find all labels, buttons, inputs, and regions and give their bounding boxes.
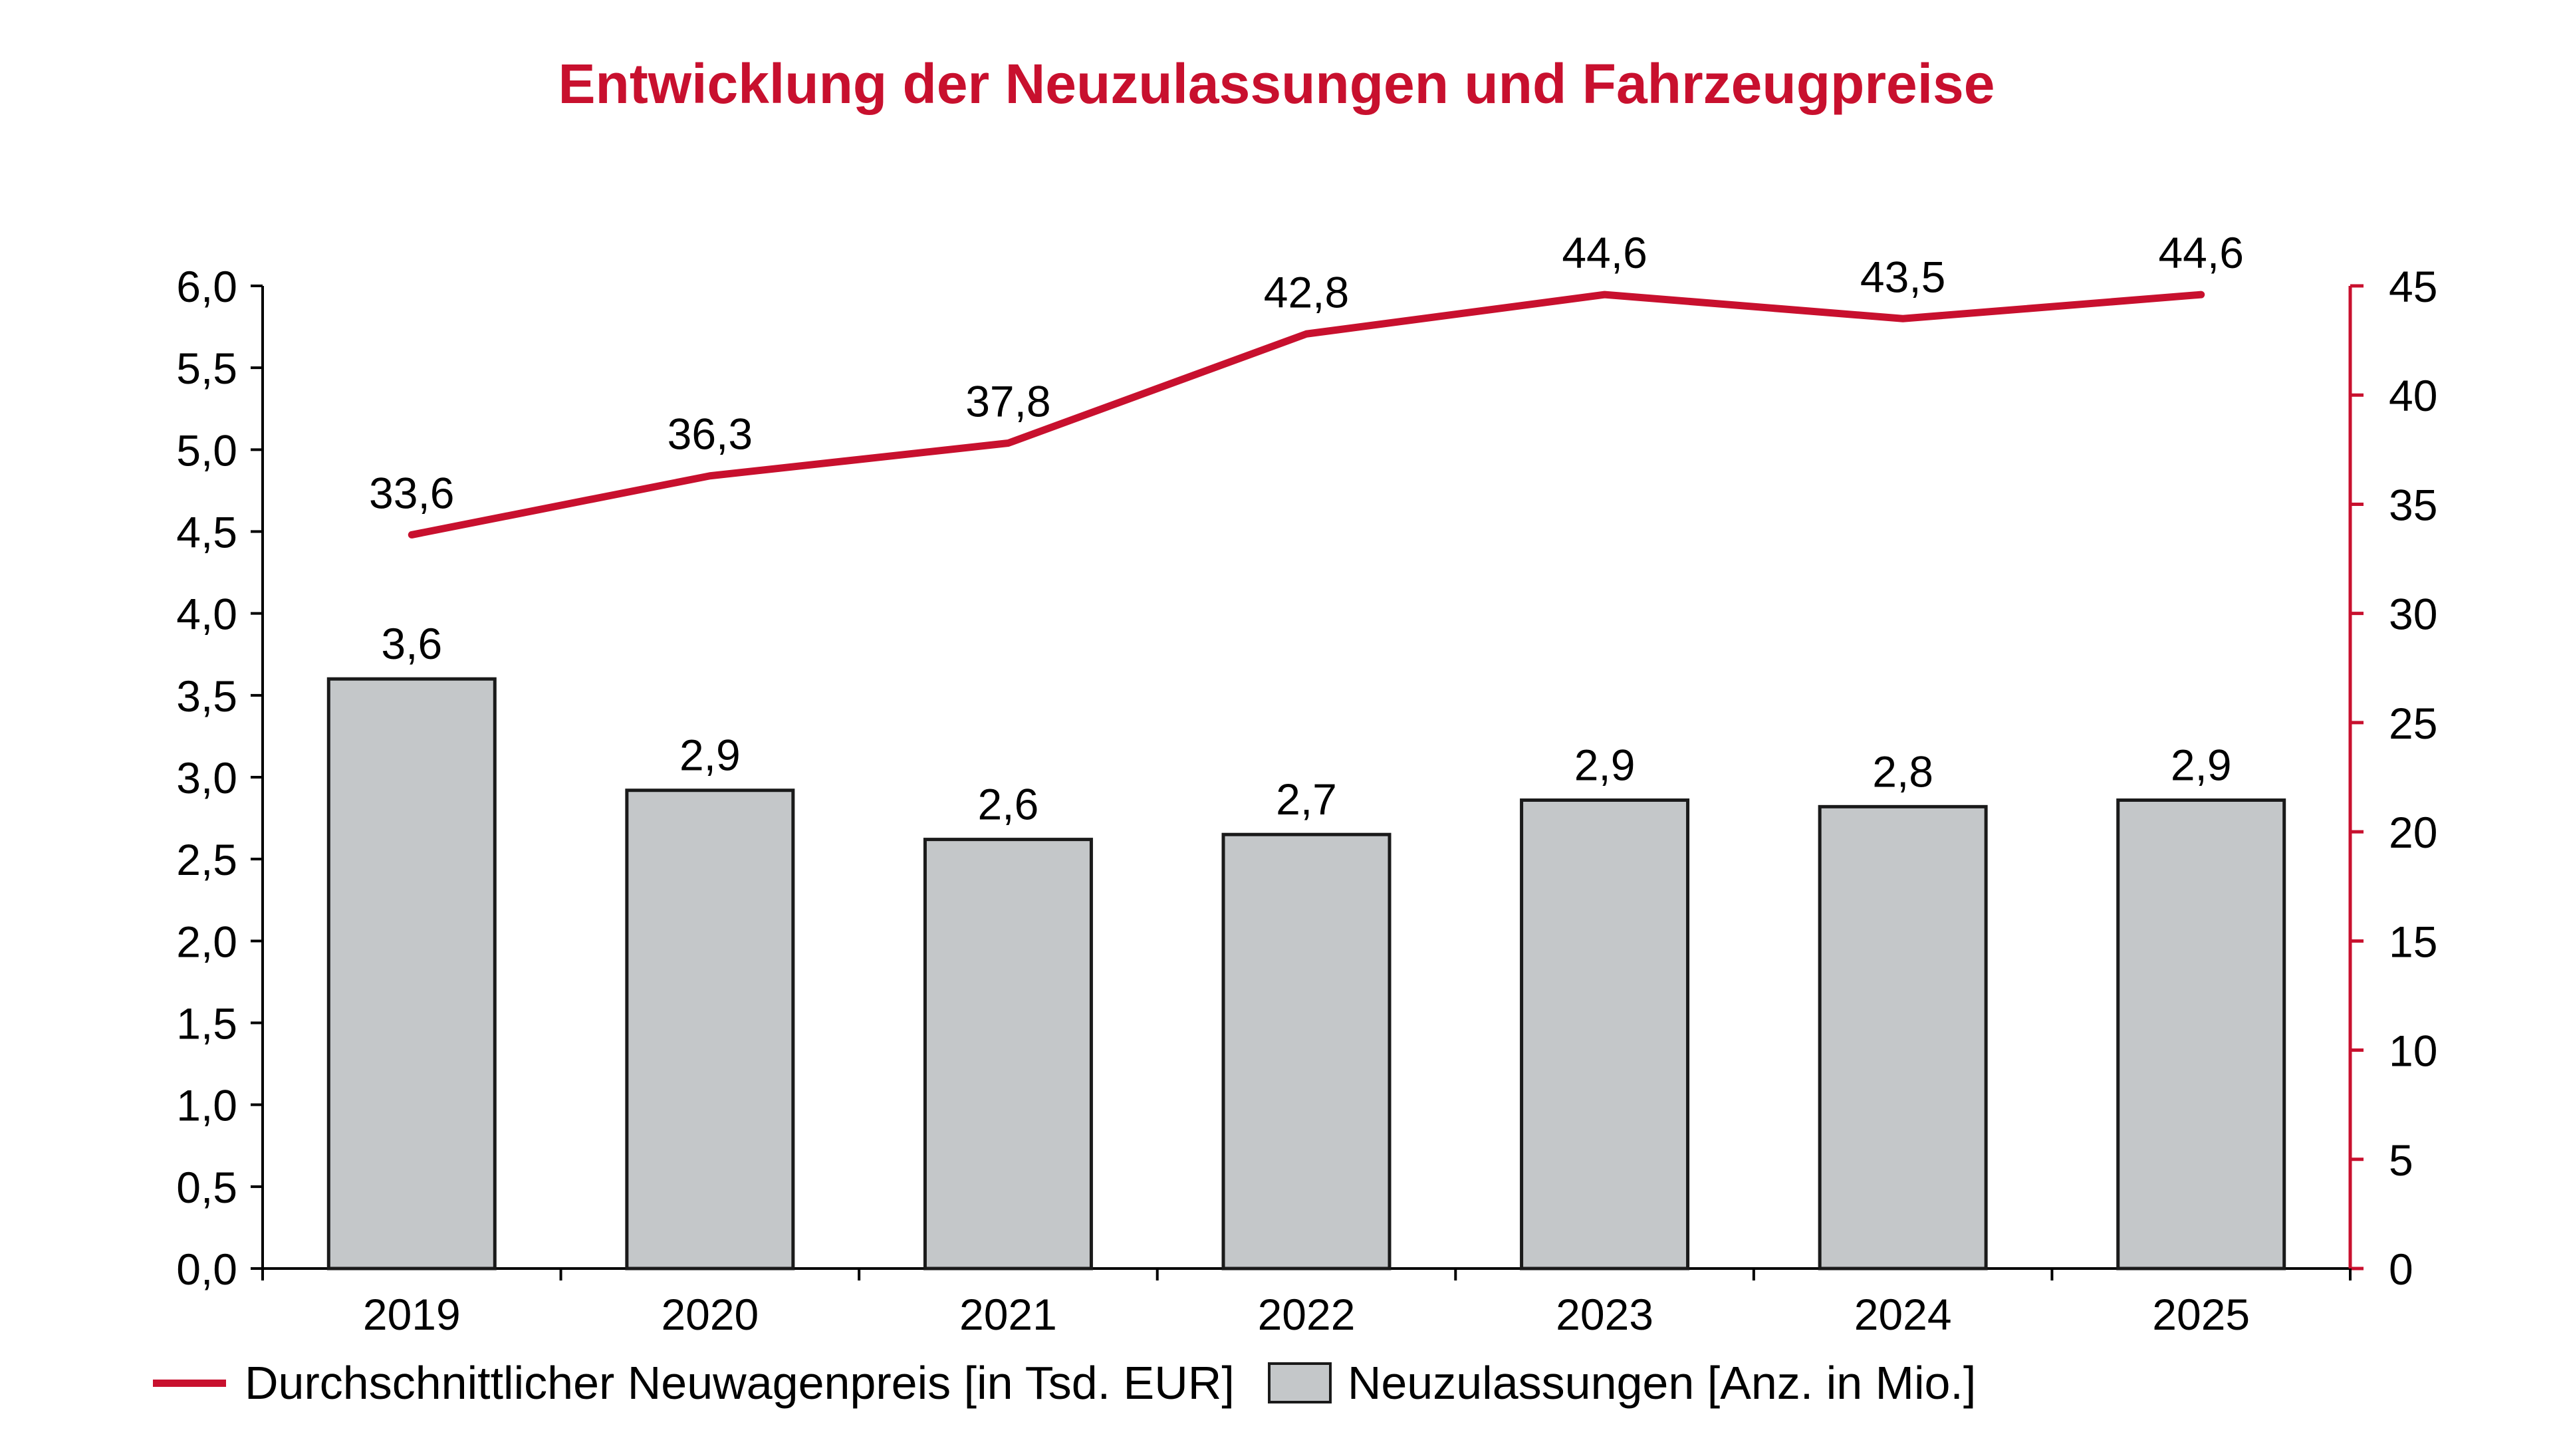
bar-data-label: 2,8 — [1872, 747, 1933, 796]
right-axis-tick-label: 15 — [2389, 917, 2437, 966]
x-axis-tick-label: 2020 — [661, 1290, 759, 1339]
legend-bar-swatch — [1267, 1362, 1332, 1403]
bar — [923, 838, 1093, 1271]
right-axis-tick-label: 45 — [2389, 262, 2437, 311]
x-axis-tick-label: 2023 — [1556, 1290, 1653, 1339]
right-axis-tick-label: 20 — [2389, 808, 2437, 857]
left-axis-tick-label: 1,5 — [176, 999, 237, 1048]
line-data-label: 43,5 — [1860, 252, 1945, 301]
bar — [2116, 798, 2286, 1271]
x-axis-tick-label: 2019 — [363, 1290, 461, 1339]
right-axis-tick-label: 5 — [2389, 1136, 2413, 1185]
bar — [1818, 804, 1988, 1271]
bar-data-label: 2,9 — [2171, 740, 2232, 789]
left-axis-tick-label: 2,0 — [176, 917, 237, 966]
legend-bar-label: Neuzulassungen [Anz. in Mio.] — [1347, 1357, 1977, 1409]
left-axis-tick-label: 0,5 — [176, 1163, 237, 1212]
right-axis-tick-label: 10 — [2389, 1027, 2437, 1076]
line-data-label: 44,6 — [1562, 228, 1647, 277]
x-axis-tick-label: 2022 — [1258, 1290, 1356, 1339]
x-axis-tick-label: 2025 — [2152, 1290, 2250, 1339]
x-axis-tick-label: 2024 — [1854, 1290, 1952, 1339]
right-axis-tick-label: 30 — [2389, 590, 2437, 639]
bar-data-label: 2,6 — [978, 780, 1039, 829]
left-axis-tick-label: 6,0 — [176, 262, 237, 311]
left-axis-tick-label: 5,5 — [176, 344, 237, 393]
bar — [625, 789, 795, 1271]
bar-data-label: 2,9 — [1574, 740, 1636, 789]
line-data-label: 33,6 — [369, 468, 454, 517]
line-data-label: 36,3 — [668, 410, 753, 459]
left-axis-tick-label: 3,5 — [176, 671, 237, 721]
left-axis-tick-label: 0,0 — [176, 1245, 237, 1294]
right-axis-tick-label: 35 — [2389, 480, 2437, 529]
legend-line-swatch — [153, 1379, 226, 1387]
left-axis-tick-label: 1,0 — [176, 1081, 237, 1130]
bar-data-label: 3,6 — [381, 619, 442, 668]
bar — [1221, 832, 1392, 1271]
right-axis-tick-label: 40 — [2389, 371, 2437, 420]
right-axis-tick-label: 25 — [2389, 699, 2437, 748]
right-axis-tick-label: 0 — [2389, 1245, 2413, 1294]
x-axis-tick-label: 2021 — [959, 1290, 1057, 1339]
left-axis-tick-label: 5,0 — [176, 425, 237, 475]
left-axis-tick-label: 4,0 — [176, 590, 237, 639]
left-axis-tick-label: 3,0 — [176, 753, 237, 802]
chart-title: Entwicklung der Neuzulassungen und Fahrz… — [558, 53, 1995, 115]
left-axis-tick-label: 4,5 — [176, 508, 237, 557]
bar — [326, 677, 497, 1271]
left-axis-tick-label: 2,5 — [176, 835, 237, 884]
chart-legend: Durchschnittlicher Neuwagenpreis [in Tsd… — [153, 1356, 1976, 1409]
line-data-label: 42,8 — [1264, 267, 1349, 316]
price-line — [408, 291, 2205, 539]
bar — [1520, 798, 1690, 1271]
bar-data-label: 2,7 — [1276, 775, 1337, 824]
legend-line-label: Durchschnittlicher Neuwagenpreis [in Tsd… — [245, 1357, 1235, 1409]
line-data-label: 37,8 — [965, 376, 1050, 425]
bar-data-label: 2,9 — [679, 731, 741, 780]
line-data-label: 44,6 — [2158, 228, 2243, 277]
